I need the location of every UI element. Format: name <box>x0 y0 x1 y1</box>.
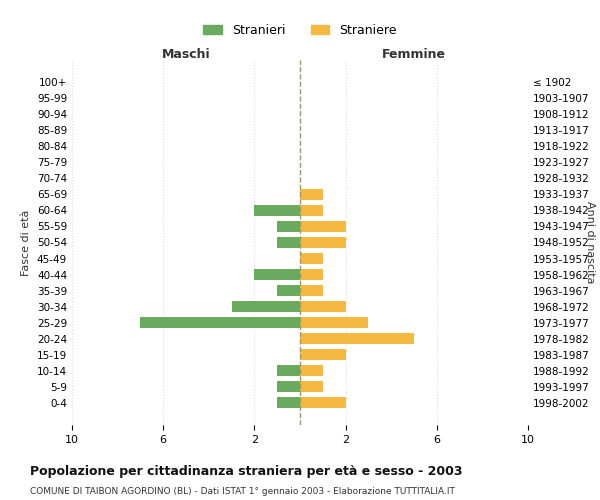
Bar <box>277 285 300 296</box>
Y-axis label: Fasce di età: Fasce di età <box>22 210 31 276</box>
Bar <box>277 237 300 248</box>
Bar <box>300 237 346 248</box>
Text: Femmine: Femmine <box>382 48 446 62</box>
Bar <box>140 317 300 328</box>
Bar <box>254 205 300 216</box>
Bar <box>277 365 300 376</box>
Bar <box>300 317 368 328</box>
Bar <box>300 205 323 216</box>
Bar <box>300 269 323 280</box>
Bar <box>254 269 300 280</box>
Bar <box>300 365 323 376</box>
Bar <box>300 333 414 344</box>
Text: Maschi: Maschi <box>161 48 211 62</box>
Bar <box>277 381 300 392</box>
Bar <box>300 189 323 200</box>
Bar <box>300 253 323 264</box>
Bar <box>300 381 323 392</box>
Bar <box>277 221 300 232</box>
Bar <box>300 349 346 360</box>
Bar <box>300 285 323 296</box>
Bar <box>300 221 346 232</box>
Bar <box>300 397 346 408</box>
Y-axis label: Anni di nascita: Anni di nascita <box>585 201 595 284</box>
Bar <box>277 397 300 408</box>
Text: Popolazione per cittadinanza straniera per età e sesso - 2003: Popolazione per cittadinanza straniera p… <box>30 465 463 478</box>
Bar <box>300 301 346 312</box>
Text: COMUNE DI TAIBON AGORDINO (BL) - Dati ISTAT 1° gennaio 2003 - Elaborazione TUTTI: COMUNE DI TAIBON AGORDINO (BL) - Dati IS… <box>30 488 455 496</box>
Bar <box>232 301 300 312</box>
Legend: Stranieri, Straniere: Stranieri, Straniere <box>198 19 402 42</box>
